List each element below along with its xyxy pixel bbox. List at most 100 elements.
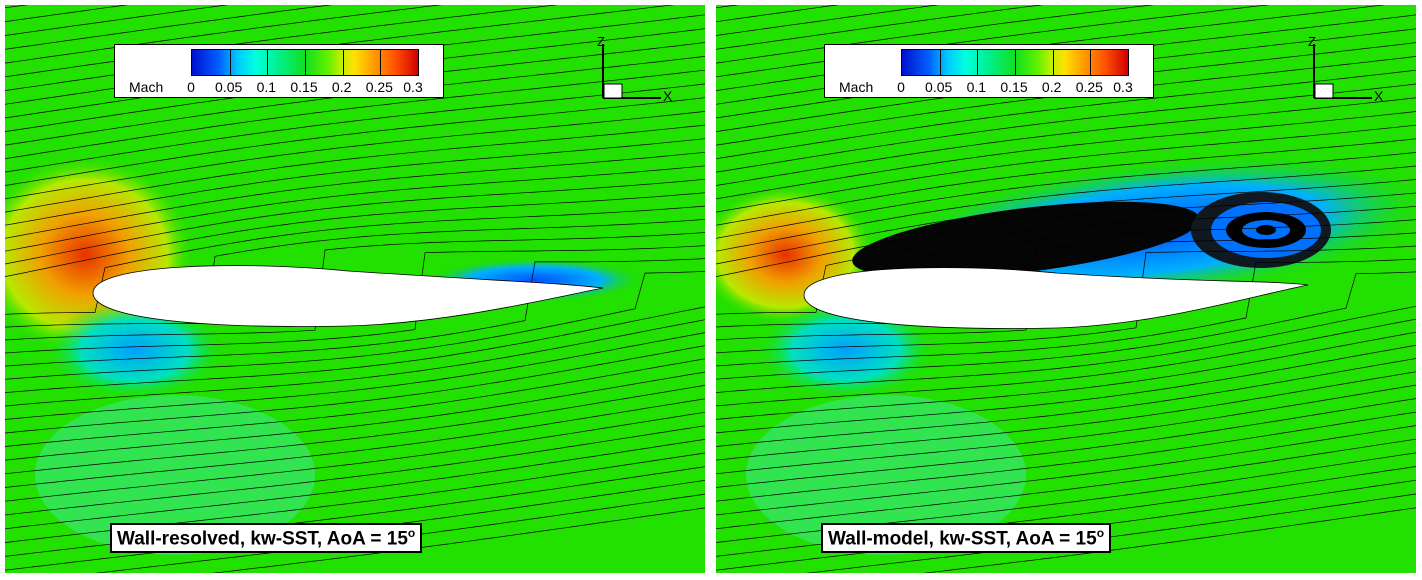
streamline — [716, 69, 1416, 160]
streamline — [5, 205, 705, 315]
streamline — [716, 5, 940, 36]
mach-contour-field — [5, 5, 705, 573]
colorbar-tick — [380, 50, 382, 75]
panel-caption: Wall-model, kw-SST, AoA = 15o — [821, 523, 1112, 554]
streamline — [5, 83, 705, 173]
colorbar-tick-label: 0.1 — [966, 79, 987, 95]
mach-colorbar-legend: Mach 0 0.05 0.1 0.15 0.2 0.25 0.3 — [824, 44, 1154, 98]
streamline — [716, 83, 1416, 173]
axis-triad: Z X — [593, 34, 673, 105]
colorbar-tick-label: 0 — [187, 79, 195, 95]
streamline — [716, 152, 1416, 239]
colorbar-tick — [977, 50, 979, 75]
legend-title: Mach — [129, 79, 164, 95]
streamline — [5, 97, 705, 186]
axis-triad: Z X — [1304, 34, 1384, 105]
streamline — [5, 425, 705, 516]
panel-caption: Wall-resolved, kw-SST, AoA = 15o — [110, 523, 423, 554]
streamline — [716, 258, 1416, 367]
streamline — [716, 219, 1416, 328]
separation-bubble — [852, 201, 1200, 279]
colorbar-tick-label: 0.05 — [925, 79, 953, 95]
colorbar-tick — [939, 50, 941, 75]
streamline — [5, 358, 705, 447]
streamline — [716, 165, 1416, 252]
streamline — [716, 205, 1416, 315]
colorbar-tick-label: 0 — [897, 79, 905, 95]
colorbar-tick-label: 0.2 — [1041, 79, 1062, 95]
streamline — [5, 398, 705, 488]
colorbar — [901, 49, 1129, 76]
streamline — [716, 438, 1416, 530]
mach-contour-field — [716, 5, 1416, 573]
colorbar-tick — [342, 50, 344, 75]
streamline — [716, 371, 1416, 461]
colorbar-tick — [305, 50, 306, 75]
streamline — [5, 178, 705, 265]
z-axis-label: Z — [1308, 34, 1316, 49]
colorbar-tick — [229, 50, 231, 75]
streamline — [5, 151, 705, 239]
streamline — [5, 439, 705, 530]
streamline — [5, 319, 705, 407]
caption-text: Wall-model, kw-SST, AoA = 15 — [828, 528, 1097, 550]
colorbar-tick-label: 0.3 — [403, 79, 423, 95]
streamline — [5, 332, 705, 420]
streamline — [716, 398, 1416, 488]
streamline — [212, 507, 705, 573]
streamline — [716, 232, 1416, 341]
streamline — [716, 344, 1416, 434]
streamline — [5, 306, 705, 393]
low-mach-region — [45, 300, 225, 400]
vortex-ring — [1256, 225, 1276, 235]
streamline — [5, 245, 705, 354]
streamline — [716, 305, 1416, 393]
z-axis-label: Z — [597, 34, 605, 49]
streamline — [5, 271, 705, 380]
colorbar-tick-label: 0.05 — [215, 79, 243, 95]
streamline — [5, 5, 129, 22]
streamline — [5, 232, 705, 341]
x-axis-label: X — [1374, 88, 1384, 104]
streamline — [716, 318, 1416, 407]
streamline — [716, 192, 1416, 278]
x-axis-label: X — [663, 88, 673, 104]
colorbar-tick-label: 0.25 — [1075, 79, 1103, 95]
colorbar-tick-label: 0.1 — [256, 79, 277, 95]
airfoil — [803, 267, 1309, 329]
low-mach-region — [756, 300, 936, 400]
streamline — [5, 218, 705, 328]
colorbar-tick-label: 0.15 — [1000, 79, 1028, 95]
streamline — [716, 5, 1044, 50]
colorbar-tick-label: 0.2 — [331, 79, 352, 95]
streamline — [5, 5, 333, 50]
degree-superscript: o — [407, 526, 416, 540]
colorbar-tick-label: 0.15 — [290, 79, 318, 95]
airfoil — [92, 265, 604, 327]
degree-superscript: o — [1096, 526, 1105, 540]
mach-colorbar-legend: Mach 0 0.05 0.1 0.15 0.2 0.25 0.3 — [114, 44, 444, 98]
streamline — [716, 138, 1416, 226]
colorbar-tick — [1052, 50, 1054, 75]
colorbar-tick — [1090, 50, 1092, 75]
colorbar-tick — [1015, 50, 1016, 75]
streamline — [716, 271, 1416, 380]
legend-title: Mach — [839, 79, 874, 95]
colorbar — [191, 49, 419, 76]
streamline — [5, 5, 229, 36]
streamline — [5, 258, 705, 367]
streamline — [5, 192, 705, 277]
streamline — [5, 124, 705, 213]
streamline — [716, 425, 1416, 516]
streamline — [5, 411, 705, 502]
streamline — [5, 111, 705, 200]
colorbar-tick-label: 0.3 — [1113, 79, 1133, 95]
streamline — [5, 371, 705, 461]
streamline — [716, 111, 1416, 200]
streamline — [716, 5, 840, 23]
colorbar-tick — [267, 50, 269, 75]
streamline — [5, 345, 705, 434]
caption-text: Wall-resolved, kw-SST, AoA = 15 — [117, 528, 408, 550]
streamline — [716, 179, 1416, 265]
streamline — [716, 97, 1416, 186]
